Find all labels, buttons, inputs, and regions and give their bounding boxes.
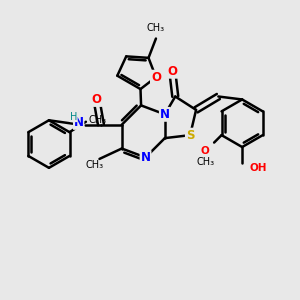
Text: O: O: [167, 65, 177, 78]
Text: CH₃: CH₃: [147, 22, 165, 33]
Text: OH: OH: [250, 163, 267, 173]
Text: CH₃: CH₃: [89, 115, 107, 125]
Text: O: O: [201, 146, 210, 156]
Text: O: O: [151, 71, 161, 84]
Text: CH₃: CH₃: [196, 158, 214, 167]
Text: N: N: [160, 108, 170, 121]
Text: H: H: [70, 112, 77, 122]
Text: N: N: [74, 116, 84, 129]
Text: CH₃: CH₃: [86, 160, 104, 170]
Text: S: S: [186, 129, 194, 142]
Text: O: O: [92, 93, 101, 106]
Text: N: N: [140, 151, 151, 164]
